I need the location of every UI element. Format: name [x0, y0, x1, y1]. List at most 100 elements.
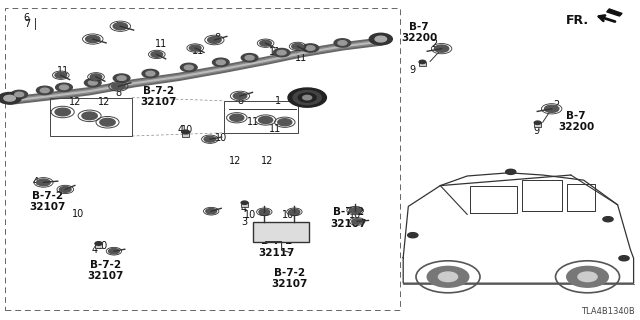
Circle shape — [338, 41, 347, 45]
Circle shape — [278, 119, 292, 126]
Bar — [419, 61, 426, 67]
Circle shape — [375, 36, 387, 42]
Text: B-7-1
32117: B-7-1 32117 — [259, 236, 294, 258]
Text: 11: 11 — [269, 47, 282, 57]
Text: 7: 7 — [24, 19, 30, 29]
Circle shape — [619, 256, 629, 261]
Bar — [534, 122, 541, 127]
Text: 10: 10 — [214, 132, 227, 143]
Circle shape — [189, 45, 201, 51]
Circle shape — [408, 233, 418, 238]
Text: 6: 6 — [24, 12, 30, 23]
Text: 1: 1 — [275, 96, 282, 106]
Text: 12: 12 — [261, 156, 274, 166]
Text: 10: 10 — [72, 209, 84, 220]
Circle shape — [545, 105, 559, 112]
Circle shape — [260, 40, 271, 46]
Text: 9: 9 — [410, 65, 416, 76]
Circle shape — [435, 45, 449, 52]
Circle shape — [241, 201, 248, 204]
Text: 8: 8 — [115, 88, 122, 98]
Circle shape — [36, 86, 53, 94]
Circle shape — [0, 92, 21, 104]
Text: B-7-2
32107: B-7-2 32107 — [30, 191, 66, 212]
Circle shape — [234, 93, 247, 100]
Text: 10: 10 — [180, 124, 193, 135]
Circle shape — [273, 48, 290, 57]
Circle shape — [95, 242, 102, 245]
Text: 11: 11 — [269, 124, 282, 134]
Circle shape — [86, 36, 100, 43]
Circle shape — [112, 83, 125, 90]
Circle shape — [88, 81, 97, 85]
Text: 11: 11 — [192, 45, 205, 56]
Circle shape — [506, 169, 516, 174]
Circle shape — [277, 50, 286, 55]
Circle shape — [184, 65, 193, 70]
Text: B-7-2
32107: B-7-2 32107 — [331, 207, 367, 229]
Circle shape — [11, 90, 28, 99]
Circle shape — [289, 209, 300, 214]
Circle shape — [241, 53, 258, 62]
Circle shape — [151, 52, 163, 57]
Text: 2: 2 — [431, 39, 437, 49]
Text: 12: 12 — [229, 156, 242, 166]
Circle shape — [60, 187, 71, 192]
Text: 4: 4 — [92, 245, 98, 255]
Text: FR.: FR. — [566, 14, 589, 27]
Circle shape — [90, 74, 102, 80]
Circle shape — [578, 272, 597, 282]
Circle shape — [40, 88, 49, 92]
Circle shape — [259, 116, 273, 124]
Text: B-7
32200: B-7 32200 — [558, 111, 594, 132]
Circle shape — [288, 88, 326, 107]
Circle shape — [84, 79, 101, 87]
Bar — [241, 202, 248, 207]
Bar — [224, 101, 298, 133]
Circle shape — [302, 44, 319, 52]
Circle shape — [56, 83, 72, 92]
Circle shape — [212, 58, 229, 67]
Circle shape — [113, 74, 130, 82]
Circle shape — [603, 217, 613, 222]
Circle shape — [55, 108, 70, 116]
Text: B-7-2
32107: B-7-2 32107 — [271, 268, 307, 289]
Bar — [95, 243, 102, 248]
Text: 10: 10 — [282, 210, 294, 220]
Text: 11: 11 — [155, 39, 168, 49]
Circle shape — [37, 179, 51, 186]
Circle shape — [419, 60, 426, 64]
Text: 11: 11 — [56, 66, 69, 76]
Circle shape — [60, 85, 68, 90]
Circle shape — [82, 112, 97, 120]
Circle shape — [292, 44, 303, 49]
Text: 8: 8 — [214, 33, 221, 44]
Circle shape — [15, 92, 24, 97]
Circle shape — [204, 136, 216, 142]
Text: 5: 5 — [90, 35, 96, 45]
Circle shape — [206, 209, 216, 214]
Polygon shape — [607, 9, 622, 16]
Circle shape — [428, 266, 468, 287]
Text: 5: 5 — [115, 22, 122, 32]
Circle shape — [369, 33, 392, 45]
Text: B-7
32200: B-7 32200 — [401, 22, 437, 44]
Circle shape — [352, 219, 362, 224]
Text: 12: 12 — [69, 97, 82, 108]
Circle shape — [113, 23, 127, 30]
Bar — [182, 132, 189, 137]
Circle shape — [55, 72, 67, 78]
Text: 8: 8 — [237, 96, 243, 106]
Circle shape — [180, 63, 197, 72]
Circle shape — [306, 46, 315, 50]
Circle shape — [146, 71, 155, 76]
Text: 11: 11 — [294, 52, 307, 63]
Bar — [253, 222, 309, 242]
Text: 10: 10 — [96, 241, 109, 252]
Bar — [5, 8, 400, 310]
Circle shape — [182, 130, 189, 134]
Text: 9: 9 — [533, 126, 540, 136]
Text: 10: 10 — [243, 210, 256, 220]
Text: 4: 4 — [32, 177, 38, 187]
Text: 2: 2 — [554, 100, 560, 110]
